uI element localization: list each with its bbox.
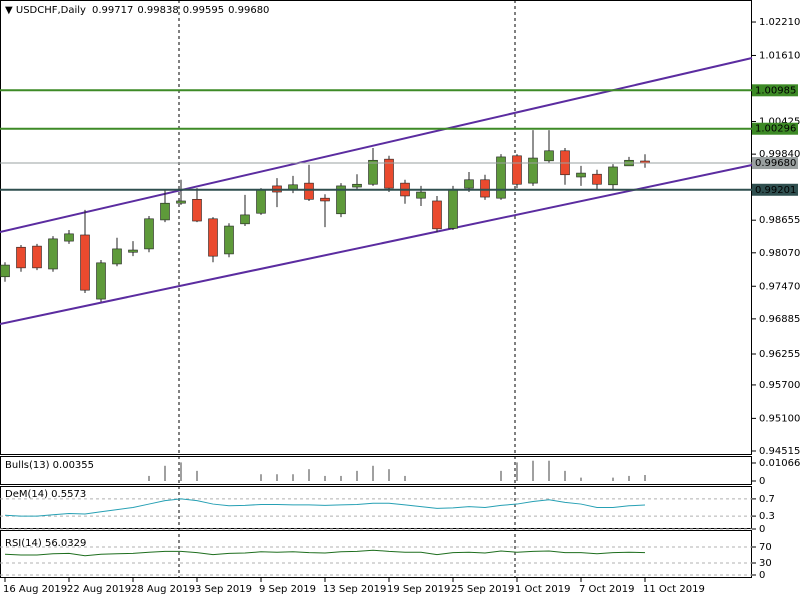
panel-title: DeM(14) 0.5573 [5,489,86,500]
candle-body [64,233,74,242]
y-tick-label: 0 [759,524,765,535]
bulls-panel-frame [0,456,752,485]
price-level-box [752,157,798,170]
x-tick-label: 28 Aug 2019 [131,584,195,595]
main-panel-frame [0,0,752,455]
candle-body [240,214,250,225]
y-tick-label: 0.96885 [759,314,800,325]
candle-body [192,198,202,222]
x-tick-label: 3 Sep 2019 [195,584,252,595]
candle-body [80,234,90,291]
y-tick-label: 0.96255 [759,349,800,360]
candle-body [224,225,234,255]
y-tick-label: 0.95100 [759,413,800,424]
y-tick-label: 0.99840 [759,149,800,160]
price-level-box [752,84,798,97]
open-label: 0.99717 [92,5,133,16]
candle-body [208,218,218,257]
y-tick-label: 0 [759,570,765,581]
y-tick-label: 1.01610 [759,50,800,61]
close-label: 0.99680 [228,5,269,16]
channel-upper [0,57,753,233]
y-tick-label: 0.94515 [759,446,800,457]
candle-body [144,218,154,250]
price-level-box [752,183,798,196]
candle-body [576,172,586,178]
y-tick-label: 30 [759,558,772,569]
price-level-box [752,122,798,135]
y-tick-label: 70 [759,542,772,553]
candle-body [32,245,42,269]
candle-body [128,249,138,253]
channel-lower [0,164,753,325]
candle-body [496,156,506,199]
x-tick-label: 1 Oct 2019 [515,584,570,595]
y-tick-label: 0.98070 [759,248,800,259]
symbol-title: USDCHF,Daily [16,5,86,16]
candle-body [448,188,458,229]
low-label: 0.99595 [183,5,224,16]
menu-arrow[interactable]: ▼ [5,5,16,16]
price-level-label: 1.00296 [755,124,796,135]
candle-body [528,157,538,184]
candle-body [0,264,10,278]
y-tick-label: 0.95700 [759,380,800,391]
price-level-label: 0.99680 [755,158,796,169]
indicator-line [4,498,646,517]
x-tick-label: 13 Sep 2019 [323,584,386,595]
candle-body [416,191,426,199]
y-tick-label: 0.01066 [759,458,800,469]
y-tick-label: 0.3 [759,511,775,522]
candle-body [96,262,106,300]
y-tick-label: 0.97470 [759,281,800,292]
candle-body [384,158,394,189]
high-label: 0.99838 [137,5,178,16]
chart-header: ▼ USDCHF,Daily 0.99717 0.99838 0.99595 0.996… [5,5,269,16]
y-tick-label: 0.7 [759,494,775,505]
candle-body [352,183,362,188]
indicator-line [4,549,646,557]
x-tick-label: 9 Sep 2019 [259,584,316,595]
x-tick-label: 19 Sep 2019 [387,584,450,595]
candle-body [464,179,474,189]
candle-body [304,182,314,200]
y-tick-label: 1.02210 [759,17,800,28]
candle-body [608,166,618,186]
x-tick-label: 11 Oct 2019 [643,584,705,595]
x-tick-label: 16 Aug 2019 [3,584,67,595]
x-tick-label: 25 Sep 2019 [451,584,514,595]
y-tick-label: 1.00425 [759,117,800,128]
dem-panel-frame [0,486,752,529]
candle-body [368,159,378,185]
candle-body [336,185,346,215]
price-level-label: 1.00985 [755,85,796,96]
candle-body [320,197,330,202]
x-tick-label: 22 Aug 2019 [67,584,131,595]
candle-body [160,202,170,221]
panel-title: RSI(14) 56.0329 [5,538,86,549]
y-tick-label: 0.98655 [759,215,800,226]
x-tick-label: 7 Oct 2019 [579,584,634,595]
candle-body [256,189,266,214]
candle-body [432,200,442,230]
rsi-panel-frame [0,530,752,578]
candle-body [16,246,26,269]
candle-body [512,155,522,185]
y-tick-label: 0 [759,476,765,487]
candle-body [544,150,554,162]
candle-body [592,173,602,185]
candle-body [48,238,58,270]
panel-title: Bulls(13) 0.00355 [5,460,94,471]
candle-body [480,179,490,198]
price-level-label: 0.99201 [755,185,796,196]
candle-body [112,248,122,265]
candle-body [176,200,186,204]
